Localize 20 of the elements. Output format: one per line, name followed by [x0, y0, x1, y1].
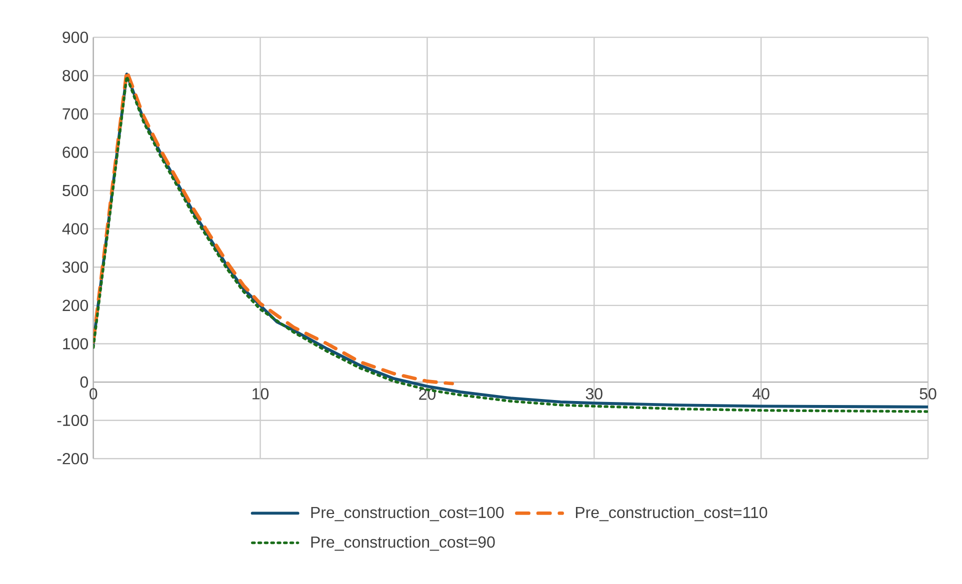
legend-label: Pre_construction_cost=110: [576, 506, 768, 522]
y-tick-label: 200: [62, 300, 88, 312]
y-tick-label: 700: [62, 108, 88, 120]
legend-label: Pre_construction_cost=90: [311, 536, 495, 551]
y-tick-label: 300: [62, 261, 88, 273]
y-tick-label: 400: [62, 223, 88, 234]
y-tick-label: 600: [62, 146, 88, 158]
x-tick-label: 30: [586, 388, 602, 400]
y-tick-label: 800: [62, 70, 88, 82]
x-tick-label: 40: [752, 388, 770, 400]
y-tick-label: 0: [80, 376, 88, 388]
y-tick-label: 900: [62, 32, 88, 43]
legend-label: Pre_construction_cost=100: [311, 506, 504, 522]
y-tick-label: -100: [57, 414, 88, 426]
y-tick-label: 100: [63, 338, 88, 350]
y-tick-label: -200: [57, 452, 88, 464]
x-tick-label: 50: [920, 388, 936, 400]
x-tick-label: 10: [252, 388, 269, 400]
x-tick-label: 0: [90, 388, 98, 400]
y-tick-label: 500: [62, 184, 88, 196]
